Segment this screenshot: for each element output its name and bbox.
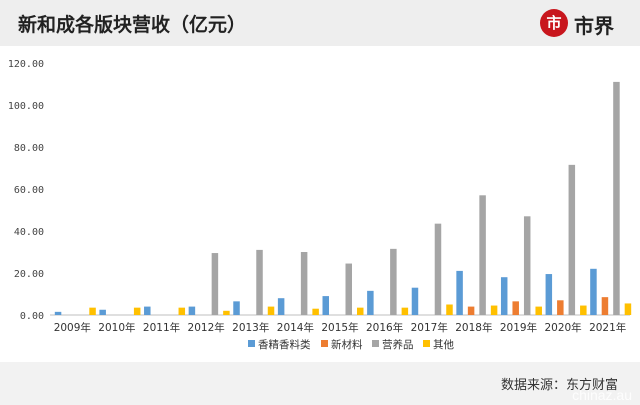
bar-0-8 — [411, 287, 419, 315]
y-tick-label: 100.00 — [8, 101, 44, 112]
bar-3-9 — [490, 305, 498, 315]
bar-0-10 — [500, 277, 508, 315]
bar-0-5 — [277, 298, 285, 315]
bar-2-3 — [211, 253, 219, 315]
bar-1-12 — [601, 297, 609, 315]
bar-0-2 — [144, 306, 151, 315]
bar-3-8 — [446, 304, 453, 315]
bar-0-3 — [188, 306, 196, 315]
x-tick-label: 2012年 — [188, 321, 225, 334]
logo-text: 市界 — [574, 14, 614, 38]
bar-1-10 — [512, 301, 519, 315]
watermark-text: chinaz.au — [572, 387, 632, 403]
bar-2-8 — [434, 223, 442, 315]
x-tick-label: 2011年 — [143, 321, 180, 334]
y-tick-label: 40.00 — [14, 227, 44, 238]
bar-0-4 — [233, 301, 240, 315]
bar-3-4 — [267, 306, 275, 315]
x-tick-label: 2018年 — [455, 321, 492, 334]
y-tick-label: 20.00 — [14, 269, 44, 280]
footer-bar: 数据来源：东方财富 chinaz.au — [0, 362, 640, 405]
data-source: 数据来源：东方财富 — [500, 378, 618, 393]
x-tick-label: 2019年 — [500, 321, 537, 334]
legend-swatch-3 — [423, 340, 430, 347]
bar-chart: 0.00 20.00 40.00 60.00 80.00 100.00 120.00 2009… — [8, 59, 632, 351]
bar-1-9 — [467, 306, 475, 315]
legend-label-3: 其他 — [433, 338, 454, 351]
x-tick-label: 2016年 — [366, 321, 403, 334]
y-tick-label: 80.00 — [14, 143, 44, 154]
bar-3-6 — [357, 307, 364, 315]
bar-2-4 — [256, 249, 263, 315]
bar-2-12 — [613, 81, 620, 316]
legend-swatch-2 — [372, 340, 379, 347]
y-tick-label: 60.00 — [14, 185, 44, 196]
bar-3-2 — [178, 307, 186, 315]
bar-3-1 — [133, 307, 141, 315]
legend-label-2: 营养品 — [382, 338, 414, 351]
bar-0-0 — [54, 311, 62, 315]
bar-0-7 — [367, 290, 374, 315]
x-tick-label: 2021年 — [589, 321, 626, 334]
y-tick-label: 0.00 — [20, 311, 44, 322]
x-tick-label: 2020年 — [544, 321, 581, 334]
x-tick-label: 2009年 — [54, 321, 91, 334]
legend-label-1: 新材料 — [331, 338, 363, 351]
header-bar: 新和成各版块营收（亿元） 市 市界 — [0, 0, 640, 46]
bar-3-5 — [312, 308, 319, 315]
x-tick-label: 2013年 — [232, 321, 269, 334]
bar-2-7 — [390, 248, 397, 315]
bar-3-11 — [580, 305, 587, 315]
bar-0-11 — [545, 274, 553, 315]
bar-2-6 — [345, 263, 352, 315]
bar-0-12 — [590, 268, 597, 315]
bar-2-11 — [568, 164, 576, 315]
legend-label-0: 香精香料类 — [258, 338, 311, 351]
bar-2-9 — [479, 195, 486, 315]
bar-0-6 — [322, 296, 329, 315]
legend-swatch-1 — [321, 340, 328, 347]
page-title: 新和成各版块营收（亿元） — [18, 14, 247, 36]
bar-3-3 — [223, 310, 230, 315]
bar-3-7 — [401, 307, 409, 315]
bar-2-5 — [300, 252, 308, 315]
bar-2-10 — [523, 216, 531, 315]
x-tick-label: 2017年 — [411, 321, 448, 334]
x-tick-label: 2014年 — [277, 321, 314, 334]
bar-0-1 — [99, 309, 106, 315]
bar-1-11 — [557, 300, 564, 315]
yuan-circle-icon: 市 — [540, 9, 568, 37]
bar-3-12 — [624, 303, 632, 315]
bar-0-9 — [456, 270, 463, 315]
y-tick-label: 120.00 — [8, 59, 44, 70]
legend-swatch-0 — [248, 340, 255, 347]
x-tick-label: 2015年 — [321, 321, 358, 334]
bar-3-10 — [535, 306, 542, 315]
x-tick-label: 2010年 — [98, 321, 135, 334]
bar-3-0 — [89, 307, 96, 315]
chart-area — [0, 46, 640, 360]
